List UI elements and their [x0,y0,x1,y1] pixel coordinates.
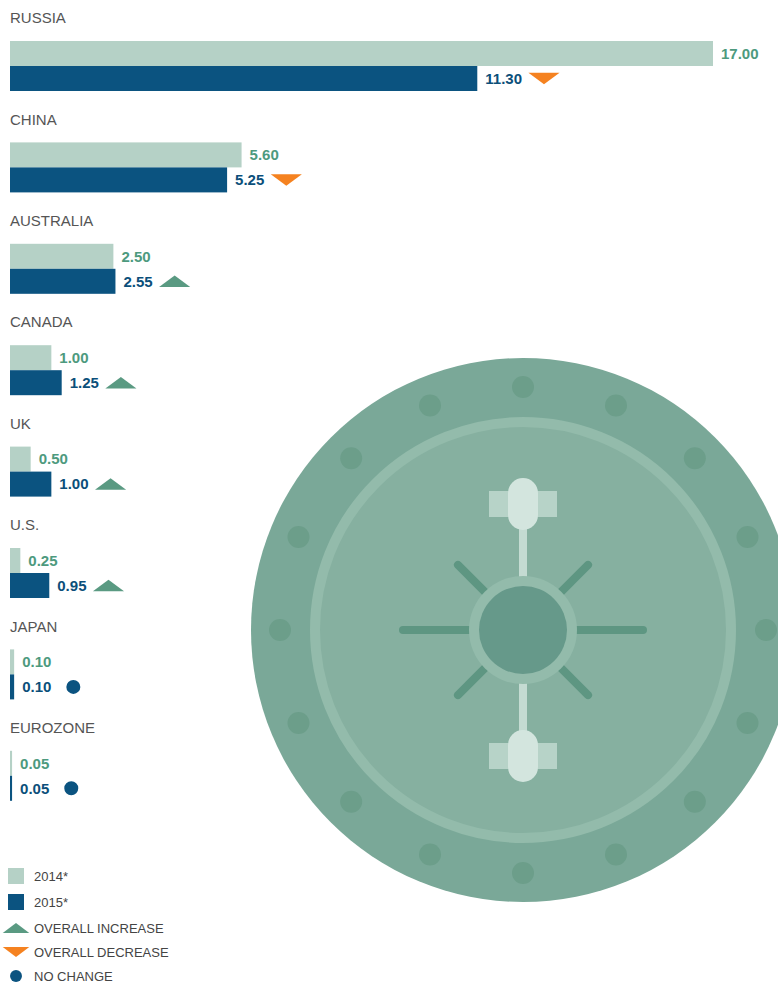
data-label: 11.30 [485,70,522,87]
bar [10,776,12,801]
vault-spoke [558,565,588,595]
bar [10,167,227,192]
vault-bolt [419,394,441,416]
legend-label: OVERALL DECREASE [34,945,169,960]
vault-bolt [737,526,759,548]
bars [10,41,713,801]
bar [10,41,713,66]
vault-dial-ring [469,576,577,684]
bar [10,548,20,573]
bar [10,66,477,91]
vault-bolt [737,712,759,734]
legend-marker [10,970,22,982]
vault-dial [479,586,567,674]
data-label: 1.25 [70,374,99,391]
data-label: 2.55 [123,273,152,290]
vault-decoration [251,358,778,902]
vault-bolt [340,791,362,813]
legend-marker [3,923,30,933]
legend-label: 2015* [34,895,68,910]
change-marker [528,73,559,85]
vault-spoke [403,626,473,634]
legend-swatch [8,868,24,884]
data-label: 5.60 [250,146,279,163]
change-marker [95,478,126,490]
bar [10,142,242,167]
category-label: RUSSIA [10,9,66,26]
bar [10,269,115,294]
data-label: 0.95 [57,577,86,594]
vault-latch [508,478,538,530]
category-label: U.S. [10,516,39,533]
legend-swatch [8,894,24,910]
legend-label: NO CHANGE [34,969,113,984]
category-label: CHINA [10,111,57,128]
bar [10,244,113,269]
change-marker [93,580,124,592]
data-label: 5.25 [235,171,264,188]
vault-bolt [512,862,534,884]
change-marker [271,174,302,186]
category-label: AUSTRALIA [10,212,93,229]
vault-door [251,358,778,902]
change-marker [66,680,80,694]
bar [10,573,49,598]
vault-latch [508,730,538,782]
vault-bolt [512,376,534,398]
category-label: JAPAN [10,618,57,635]
bar [10,370,62,395]
legend: 2014* 2015* OVERALL INCREASE OVERALL DECREA… [3,868,169,984]
data-label: 0.25 [28,552,57,569]
vault-bolt [684,447,706,469]
data-label: 0.05 [20,755,49,772]
vault-spoke [458,665,488,695]
category-label: UK [10,415,31,432]
legend-marker [3,947,30,957]
bar [10,674,14,699]
labels: RUSSIA 17.00 11.30 CHINA 5.60 5.25 AUSTRALIA 2.… [10,9,759,796]
vault-bolt [605,394,627,416]
data-label: 0.10 [22,653,51,670]
vault-bolt [605,844,627,866]
category-label: CANADA [10,313,73,330]
bar [10,472,51,497]
vault-ring [315,422,731,838]
data-label: 0.05 [20,780,49,797]
vault-spoke [573,626,643,634]
data-label: 1.00 [59,349,88,366]
legend-label: 2014* [34,869,68,884]
vault-spoke [558,665,588,695]
chart: RUSSIA 17.00 11.30 CHINA 5.60 5.25 AUSTRALIA 2.… [0,0,778,993]
vault-bolt [419,844,441,866]
legend-label: OVERALL INCREASE [34,921,164,936]
data-label: 0.10 [22,678,51,695]
data-label: 17.00 [721,45,759,62]
bar [10,751,12,776]
category-label: EUROZONE [10,719,95,736]
vault-bolt [684,791,706,813]
data-label: 1.00 [59,475,88,492]
data-label: 0.50 [39,450,68,467]
bar [10,345,51,370]
change-marker [159,276,190,288]
change-marker [105,377,136,389]
bar [10,447,31,472]
vault-bolt [755,619,777,641]
vault-bolt [287,712,309,734]
vault-bolt [340,447,362,469]
data-label: 2.50 [121,248,150,265]
vault-spoke [458,565,488,595]
vault-bolt [269,619,291,641]
vault-bolt [287,526,309,548]
change-marker [64,781,78,795]
bar [10,649,14,674]
